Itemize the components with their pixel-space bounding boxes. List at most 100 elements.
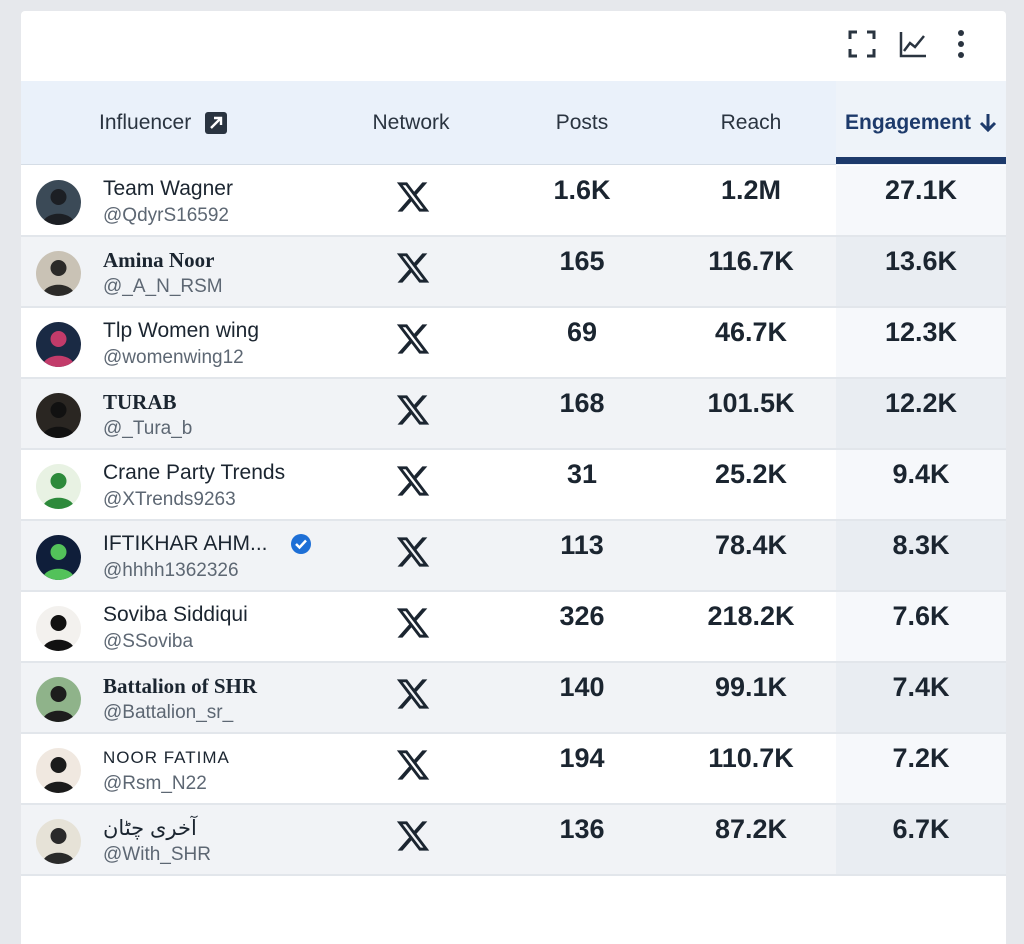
engagement-value: 12.3K <box>884 317 958 347</box>
avatar[interactable] <box>36 180 81 225</box>
verified-badge-icon <box>290 533 312 555</box>
table-row[interactable]: Team Wagner @QdyrS16592 1.6K 1.2M 27.1K <box>21 166 1006 237</box>
reach-value: 99.1K <box>714 672 788 702</box>
reach-value: 25.2K <box>714 459 788 489</box>
engagement-cell-bg <box>836 805 1006 874</box>
engagement-cell-bg <box>836 237 1006 306</box>
reach-value: 218.2K <box>707 601 795 631</box>
influencer-name[interactable]: آخری چٹان <box>103 817 197 840</box>
x-network-icon <box>395 321 431 357</box>
avatar[interactable] <box>36 464 81 509</box>
table-row[interactable]: TURAB @_Tura_b 168 101.5K 12.2K <box>21 379 1006 450</box>
influencer-name[interactable]: Soviba Siddiqui <box>103 603 248 626</box>
more-vertical-icon[interactable] <box>946 29 976 59</box>
engagement-cell-bg <box>836 308 1006 377</box>
avatar[interactable] <box>36 535 81 580</box>
influencer-name[interactable]: Crane Party Trends <box>103 461 286 484</box>
posts-value: 165 <box>559 246 605 276</box>
x-network-icon <box>395 179 431 215</box>
avatar[interactable] <box>36 393 81 438</box>
engagement-cell-bg <box>836 521 1006 590</box>
influencer-name[interactable]: NOOR FATIMA <box>103 748 230 767</box>
column-header-engagement[interactable]: Engagement <box>836 81 1006 165</box>
influencer-handle[interactable]: @XTrends9263 <box>103 489 236 510</box>
posts-value: 1.6K <box>553 175 611 205</box>
x-network-icon <box>395 392 431 428</box>
influencer-handle[interactable]: @hhhh1362326 <box>103 560 239 581</box>
influencer-handle[interactable]: @womenwing12 <box>103 347 244 368</box>
reach-value: 101.5K <box>707 388 795 418</box>
engagement-value: 8.3K <box>892 530 950 560</box>
avatar[interactable] <box>36 606 81 651</box>
x-network-icon <box>395 676 431 712</box>
influencer-handle[interactable]: @Rsm_N22 <box>103 773 207 794</box>
x-network-icon <box>395 534 431 570</box>
avatar[interactable] <box>36 748 81 793</box>
posts-value: 31 <box>566 459 598 489</box>
engagement-value: 7.2K <box>892 743 950 773</box>
avatar[interactable] <box>36 322 81 367</box>
fullscreen-icon[interactable] <box>847 29 877 59</box>
posts-value: 136 <box>559 814 605 844</box>
posts-value: 113 <box>560 530 604 560</box>
table-row[interactable]: Crane Party Trends @XTrends9263 31 25.2K 9.4… <box>21 450 1006 521</box>
influencer-handle[interactable]: @_Tura_b <box>103 418 193 439</box>
avatar[interactable] <box>36 677 81 722</box>
x-network-icon <box>395 605 431 641</box>
table-row[interactable]: Amina Noor @_A_N_RSM 165 116.7K 13.6K <box>21 237 1006 308</box>
influencer-name[interactable]: IFTIKHAR AHM... <box>103 532 268 555</box>
influencer-name[interactable]: Tlp Women wing <box>103 319 260 342</box>
influencer-handle[interactable]: @_A_N_RSM <box>103 276 223 297</box>
engagement-cell-bg <box>836 663 1006 732</box>
table-body: Team Wagner @QdyrS16592 1.6K 1.2M 27.1K Amina… <box>21 166 1006 876</box>
influencer-handle[interactable]: @Battalion_sr_ <box>103 702 234 723</box>
engagement-value: 27.1K <box>884 175 958 205</box>
open-external-icon[interactable] <box>205 112 228 134</box>
reach-value: 1.2M <box>720 175 782 205</box>
column-header-posts-label: Posts <box>555 111 609 134</box>
column-header-reach[interactable]: Reach <box>667 81 835 165</box>
influencer-name[interactable]: Amina Noor <box>103 248 215 272</box>
table-row[interactable]: آخری چٹان @With_SHR 136 87.2K 6.7K <box>21 805 1006 876</box>
sort-descending-icon[interactable] <box>979 113 997 133</box>
table-row[interactable]: Soviba Siddiqui @SSoviba 326 218.2K 7.6K <box>21 592 1006 663</box>
engagement-cell-bg <box>836 450 1006 519</box>
engagement-value: 7.4K <box>892 672 950 702</box>
posts-value: 140 <box>559 672 605 702</box>
influencer-table-card: Influencer Network Posts Reach Engagemen… <box>21 11 1006 944</box>
table-row[interactable]: IFTIKHAR AHM... @hhhh1362326 113 78.4K 8.3K <box>21 521 1006 592</box>
x-network-icon <box>395 463 431 499</box>
engagement-value: 9.4K <box>892 459 950 489</box>
reach-value: 87.2K <box>714 814 788 844</box>
line-chart-icon[interactable] <box>898 29 928 59</box>
column-header-engagement-label: Engagement <box>844 111 972 134</box>
column-header-influencer-label: Influencer <box>99 111 192 134</box>
table-row[interactable]: NOOR FATIMA @Rsm_N22 194 110.7K 7.2K <box>21 734 1006 805</box>
reach-value: 78.4K <box>714 530 788 560</box>
table-row[interactable]: Tlp Women wing @womenwing12 69 46.7K 12.3K <box>21 308 1006 379</box>
engagement-cell-bg <box>836 592 1006 661</box>
avatar[interactable] <box>36 251 81 296</box>
column-header-network-label: Network <box>372 111 450 134</box>
column-header-network[interactable]: Network <box>321 81 501 165</box>
influencer-handle[interactable]: @With_SHR <box>103 844 211 865</box>
engagement-value: 12.2K <box>884 388 958 418</box>
column-header-reach-label: Reach <box>720 111 782 134</box>
engagement-value: 7.6K <box>892 601 950 631</box>
influencer-name[interactable]: TURAB <box>103 390 177 414</box>
posts-value: 194 <box>559 743 605 773</box>
reach-value: 110.7K <box>708 743 794 773</box>
engagement-cell-bg <box>836 166 1006 235</box>
table-row[interactable]: Battalion of SHR @Battalion_sr_ 140 99.1K 7.… <box>21 663 1006 734</box>
column-header-influencer[interactable]: Influencer <box>99 81 329 165</box>
influencer-name[interactable]: Battalion of SHR <box>103 674 258 698</box>
column-header-posts[interactable]: Posts <box>498 81 666 165</box>
engagement-cell-bg <box>836 379 1006 448</box>
influencer-name[interactable]: Team Wagner <box>103 177 233 200</box>
influencer-handle[interactable]: @SSoviba <box>103 631 194 652</box>
reach-value: 116.7K <box>708 246 794 276</box>
influencer-handle[interactable]: @QdyrS16592 <box>103 205 229 226</box>
avatar[interactable] <box>36 819 81 864</box>
engagement-value: 13.6K <box>884 246 958 276</box>
posts-value: 168 <box>559 388 605 418</box>
